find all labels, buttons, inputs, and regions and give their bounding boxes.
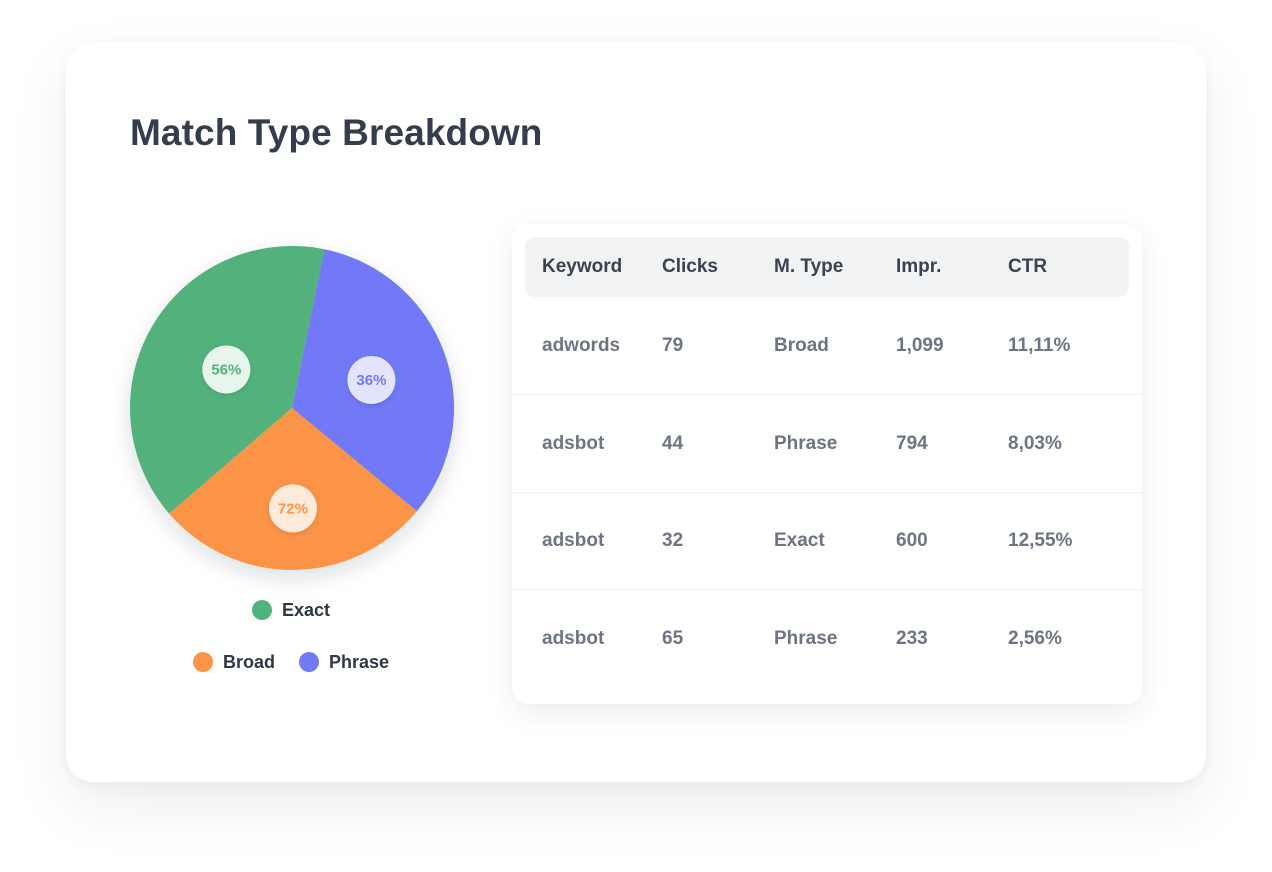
cell-match-type: Phrase [774, 627, 838, 649]
cell-impressions: 600 [896, 529, 928, 551]
header-keyword[interactable]: Keyword [542, 256, 623, 277]
cell-ctr: 12,55% [1008, 529, 1073, 551]
legend-label-exact: Exact [281, 599, 331, 620]
table-row[interactable]: adsbot 32 Exact 600 12,55% [512, 492, 1142, 590]
legend-item-exact: Exact [251, 599, 331, 621]
slice-label-badge [347, 355, 396, 404]
slice-label-badge [268, 484, 317, 533]
cell-clicks: 44 [662, 432, 684, 454]
table-row[interactable]: adsbot 44 Phrase 794 8,03% [512, 395, 1142, 493]
table-row[interactable]: adsbot 65 Phrase 233 2,56% [512, 590, 1142, 687]
header-ctr[interactable]: CTR [1008, 256, 1048, 277]
match-type-card: Match Type Breakdown 56% 36% 72% Exact Bro… [66, 42, 1206, 782]
legend-label-broad: Broad [222, 651, 275, 672]
legend-item-phrase: Phrase [298, 651, 390, 673]
legend-dot-broad [192, 652, 213, 672]
table-row[interactable]: adwords 79 Broad 1,099 11,11% [512, 297, 1142, 395]
legend-item-broad: Broad [192, 651, 275, 673]
cell-match-type: Exact [774, 529, 825, 551]
pie-chart: 56% 36% 72% [130, 246, 455, 570]
chart-legend: Exact Broad Phrase [130, 597, 452, 701]
cell-impressions: 1,099 [896, 334, 944, 356]
cell-impressions: 233 [896, 627, 928, 649]
cell-keyword: adwords [542, 334, 621, 356]
slice-label-broad: 72% [268, 484, 317, 533]
cell-match-type: Phrase [774, 432, 838, 454]
cell-ctr: 2,56% [1008, 627, 1062, 649]
header-impressions[interactable]: Impr. [896, 256, 942, 277]
slice-label-text: 72% [278, 500, 308, 517]
slice-label-badge [202, 345, 251, 394]
cell-impressions: 794 [896, 432, 928, 454]
cell-keyword: adsbot [542, 627, 605, 649]
cell-clicks: 32 [662, 529, 684, 551]
slice-label-text: 36% [356, 372, 386, 389]
keyword-table: Keyword Clicks M. Type Impr. CTR adwords… [512, 224, 1142, 704]
legend-dot-phrase [298, 652, 319, 672]
card-title: Match Type Breakdown [130, 112, 543, 153]
slice-label-phrase: 36% [347, 355, 396, 404]
cell-clicks: 79 [662, 334, 684, 356]
cell-match-type: Broad [774, 334, 829, 356]
cell-keyword: adsbot [542, 432, 605, 454]
slice-label-text: 56% [211, 361, 241, 378]
header-clicks[interactable]: Clicks [662, 256, 718, 277]
slice-label-exact: 56% [202, 345, 251, 394]
legend-dot-exact [251, 600, 272, 620]
cell-clicks: 65 [662, 627, 684, 649]
cell-ctr: 8,03% [1008, 432, 1062, 454]
cell-keyword: adsbot [542, 529, 605, 551]
cell-ctr: 11,11% [1008, 334, 1071, 356]
legend-label-phrase: Phrase [328, 651, 390, 672]
header-match-type[interactable]: M. Type [774, 256, 844, 277]
table-header: Keyword Clicks M. Type Impr. CTR [525, 237, 1129, 297]
